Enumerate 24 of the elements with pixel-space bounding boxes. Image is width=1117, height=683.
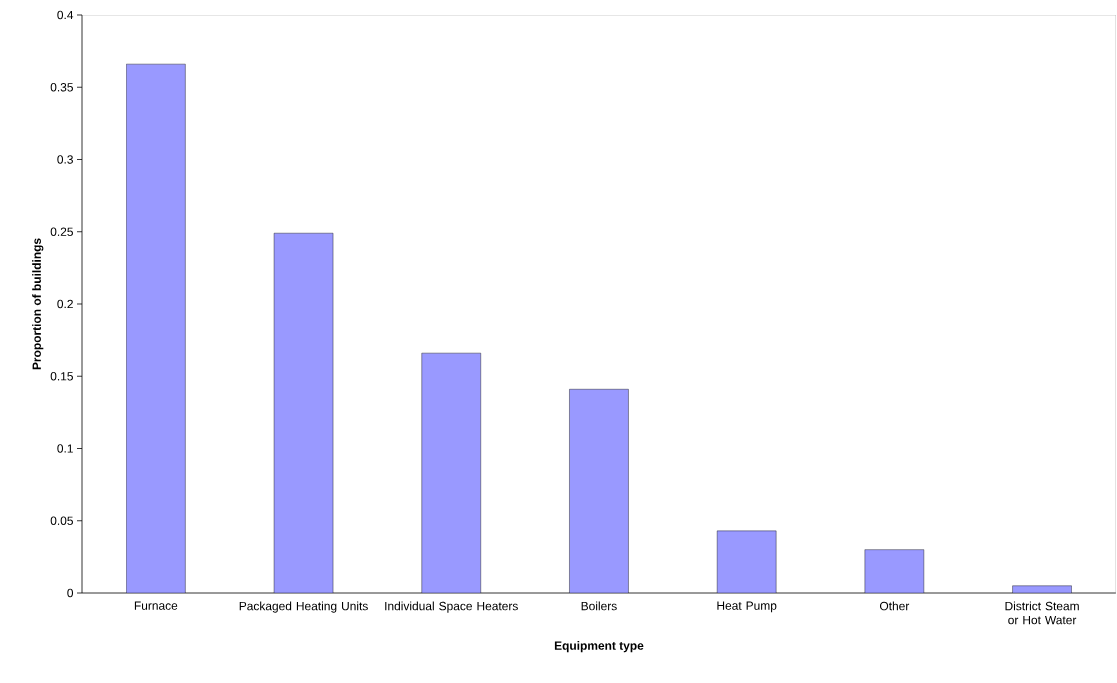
bar bbox=[421, 352, 481, 593]
x-tick-label: Packaged Heating Units bbox=[239, 601, 368, 613]
x-tick-label: Boilers bbox=[581, 601, 617, 611]
y-axis-title: Proportion of buildings bbox=[32, 238, 44, 370]
x-tick-label: Furnace bbox=[134, 601, 178, 610]
x-tick-label: Other bbox=[879, 601, 910, 611]
y-tick-label: 0.4 bbox=[57, 10, 74, 20]
y-tick-label: 0 bbox=[67, 588, 74, 598]
bar bbox=[864, 549, 925, 593]
y-tick-label: 0.1 bbox=[57, 444, 73, 453]
y-tick-label: 0.3 bbox=[57, 155, 73, 164]
bar bbox=[273, 232, 334, 593]
bar bbox=[716, 530, 777, 593]
y-tick-label: 0.15 bbox=[50, 372, 73, 381]
y-tick-label: 0.2 bbox=[57, 299, 73, 309]
bar bbox=[126, 63, 186, 593]
y-tick-label: 0.35 bbox=[50, 83, 73, 92]
x-tick-label: District Steam or Hot Water bbox=[1005, 601, 1079, 625]
bar bbox=[569, 389, 629, 593]
x-tick-label: Individual Space Heaters bbox=[385, 601, 518, 613]
x-tick-label: Heat Pump bbox=[717, 601, 777, 613]
y-tick-label: 0.25 bbox=[50, 227, 73, 236]
y-tick-label: 0.05 bbox=[50, 516, 73, 525]
x-axis-title: Equipment type bbox=[554, 641, 644, 653]
